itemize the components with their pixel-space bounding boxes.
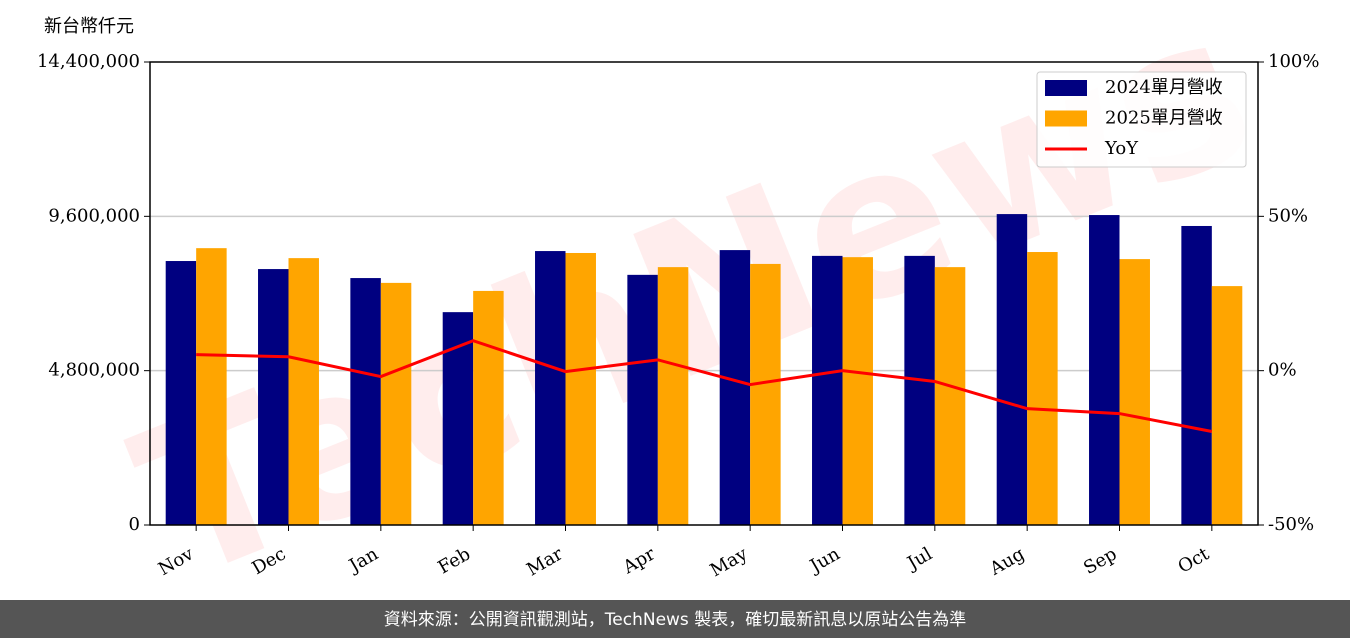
- line: [196, 339, 1213, 433]
- bar: [258, 269, 289, 525]
- bar: [842, 257, 873, 525]
- bar: [350, 278, 381, 525]
- footer: 資料來源：公開資訊觀測站，TechNews 製表，確切最新訊息以原站公告為準: [384, 610, 966, 630]
- bar: [473, 290, 504, 525]
- bar: [996, 214, 1028, 525]
- bar: [934, 267, 966, 525]
- bar: [565, 252, 596, 526]
- bar: [750, 263, 781, 525]
- x-tick-label: Jul: [902, 543, 936, 575]
- bar: [812, 255, 843, 525]
- bar: [1119, 259, 1150, 525]
- y2-tick-label: 50%: [1268, 205, 1308, 226]
- bar: [1089, 215, 1120, 525]
- x-tick-label: May: [707, 543, 752, 581]
- bar: [165, 261, 197, 525]
- legend-swatch: [1045, 80, 1087, 96]
- x-tick-label: Sep: [1080, 543, 1120, 578]
- bar: [1181, 225, 1212, 525]
- bar: [1027, 252, 1058, 525]
- x-tick-label: Feb: [434, 543, 474, 578]
- bar: [657, 267, 689, 525]
- legend-swatch: [1045, 110, 1087, 127]
- bar: [288, 258, 319, 525]
- y-tick-label: 9,600,000: [48, 205, 140, 226]
- y2-tick-label: 0%: [1268, 360, 1297, 381]
- bar: [196, 248, 227, 525]
- bar: [535, 251, 566, 525]
- y2-tick-label: -50%: [1268, 514, 1314, 535]
- y-tick-label: 14,400,000: [37, 51, 140, 72]
- legend-label: 2025單月營收: [1105, 108, 1223, 129]
- legend-label: 2024單月營收: [1105, 77, 1223, 98]
- x-tick-label: Oct: [1175, 543, 1214, 578]
- bar: [627, 274, 658, 525]
- footer-bar: [0, 600, 1350, 638]
- x-tick-label: Jun: [805, 543, 844, 578]
- x-tick-label: Apr: [619, 543, 659, 578]
- x-tick-label: Mar: [523, 543, 567, 580]
- plot-frame: [149, 61, 1259, 526]
- y-axis-label: 新台幣仟元: [44, 16, 134, 37]
- y-tick-label: 4,800,000: [48, 360, 140, 381]
- bar: [380, 282, 412, 525]
- bar: [904, 255, 935, 525]
- legend-label: YoY: [1104, 138, 1139, 159]
- y2-tick-label: 100%: [1268, 51, 1319, 72]
- bar: [1211, 286, 1243, 525]
- bar: [719, 250, 751, 525]
- x-tick-label: Aug: [986, 543, 1029, 580]
- legend-box: [1036, 71, 1247, 168]
- y-tick-label: 0: [129, 514, 140, 535]
